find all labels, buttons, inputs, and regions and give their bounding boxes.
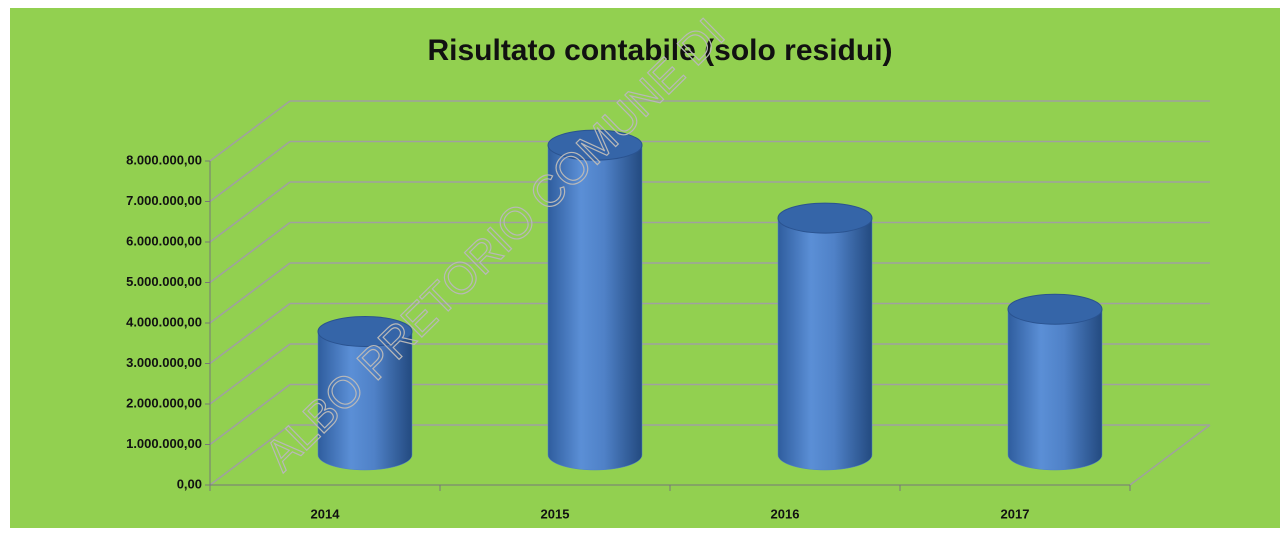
y-tick-label: 2.000.000,00 (126, 395, 202, 410)
x-tick-label: 2014 (311, 506, 341, 521)
y-tick-label: 3.000.000,00 (126, 355, 202, 370)
cylinder-top (1007, 293, 1103, 325)
cylinder-top (777, 202, 873, 234)
cylinder (777, 218, 873, 471)
y-tick-label: 8.000.000,00 (126, 152, 202, 167)
grid-line-side (209, 383, 291, 446)
grid-line-side (209, 221, 291, 284)
grid-line-side (209, 100, 291, 162)
floor-right-edge (1129, 424, 1211, 486)
grid-line-side (209, 181, 291, 243)
plot: 0,00 1.000.000,00 2.000.000,00 3.000.000,00… (126, 100, 1211, 521)
cylinder (1007, 309, 1103, 471)
y-tick-label: 0,00 (177, 476, 202, 491)
chart-title: Risultato contabile (solo residui) (427, 34, 892, 67)
y-tick-label: 5.000.000,00 (126, 274, 202, 289)
x-tick-label: 2017 (1001, 506, 1030, 521)
grid-line-side (209, 302, 291, 365)
grid-line-side (209, 262, 291, 324)
grid-line-side (209, 140, 291, 203)
x-tick-label: 2015 (541, 506, 570, 521)
cylinder-top (547, 129, 643, 161)
grid-line-side (209, 424, 291, 486)
cylinder-top (317, 315, 413, 347)
y-tick-label: 7.000.000,00 (126, 193, 202, 208)
x-tick-label: 2016 (771, 506, 800, 521)
grid-line-side (209, 343, 291, 405)
y-tick-label: 1.000.000,00 (126, 436, 202, 451)
y-tick-label: 4.000.000,00 (126, 314, 202, 329)
y-tick-label: 6.000.000,00 (126, 233, 202, 248)
